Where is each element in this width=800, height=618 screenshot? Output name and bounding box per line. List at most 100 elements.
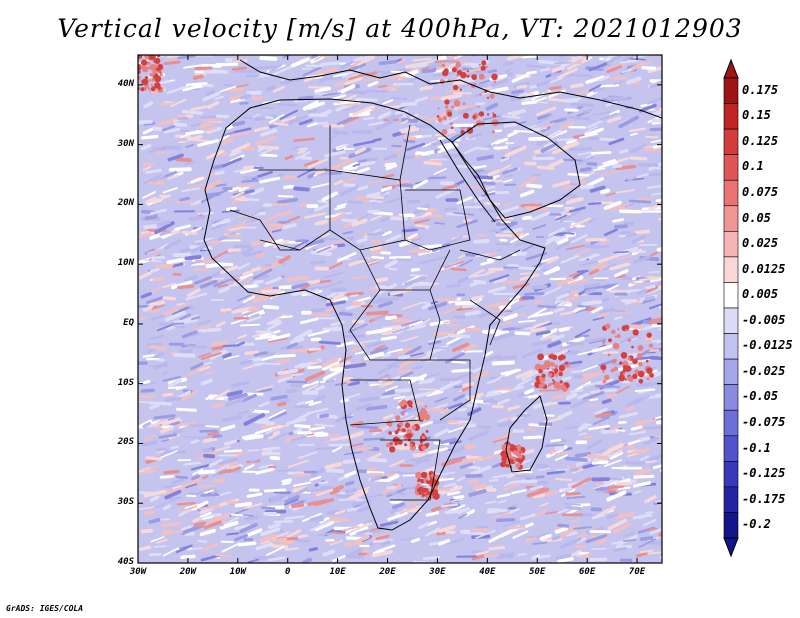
field-streak: [177, 141, 187, 144]
field-streak: [606, 442, 624, 454]
field-streak: [286, 275, 309, 282]
field-streak: [151, 255, 166, 260]
field-hotspot: [466, 74, 470, 78]
field-streak: [612, 218, 625, 223]
y-axis-ticks: [138, 84, 662, 564]
field-streak: [464, 253, 480, 257]
field-streak: [510, 89, 524, 95]
field-streak: [536, 165, 555, 170]
field-hotspot: [478, 63, 482, 66]
field-streak: [315, 488, 334, 497]
field-streak: [233, 127, 252, 134]
colorbar-swatch: [723, 333, 739, 360]
field-streak: [138, 469, 157, 475]
field-streak: [253, 362, 264, 367]
field-streak: [499, 205, 519, 215]
field-streak: [410, 537, 421, 543]
field-streak: [169, 351, 180, 355]
field-streak: [560, 311, 573, 316]
x-tick-label: 40E: [479, 567, 496, 577]
field-streak: [243, 413, 266, 426]
field-streak: [145, 168, 162, 174]
field-streak: [149, 495, 160, 502]
field-streak: [160, 450, 178, 459]
field-streak: [660, 488, 662, 492]
field-streak: [613, 385, 631, 396]
field-streak: [548, 89, 566, 99]
field-hotspot: [649, 373, 654, 378]
country-borders: [229, 124, 521, 501]
field-streak: [321, 357, 340, 368]
field-streak: [170, 302, 190, 311]
field-streak: [581, 372, 600, 382]
field-streak: [224, 131, 235, 137]
field-streak: [346, 377, 361, 385]
field-hotspot: [552, 368, 555, 371]
field-streak: [636, 172, 650, 179]
x-tick-label: 10W: [229, 567, 246, 577]
field-streak: [247, 558, 259, 563]
field-streak: [177, 284, 195, 290]
field-streak: [258, 417, 270, 423]
field-streak: [452, 394, 466, 402]
colorbar-label: -0.075: [742, 415, 786, 429]
colorbar-swatch: [723, 154, 739, 181]
field-streak: [590, 245, 610, 249]
field-streak: [376, 283, 397, 295]
field-streak: [603, 200, 622, 211]
field-streak: [314, 423, 335, 428]
field-streak: [649, 355, 662, 360]
field-streak: [194, 71, 207, 76]
colorbar-label: 0.05: [742, 210, 771, 225]
field-streak: [279, 109, 298, 120]
field-streak: [305, 279, 321, 285]
field-streak: [140, 528, 154, 534]
field-streak: [142, 354, 155, 358]
field-hotspot: [418, 492, 422, 495]
field-streak: [252, 113, 261, 118]
field-streak: [143, 510, 155, 516]
field-streak: [232, 244, 252, 249]
field-streak: [436, 55, 447, 61]
field-streak: [278, 399, 290, 403]
field-streak: [173, 200, 195, 204]
field-streak: [342, 103, 358, 112]
field-streak: [452, 342, 470, 352]
field-streak: [582, 435, 594, 439]
field-streak: [367, 80, 379, 88]
field-streak: [254, 334, 277, 341]
field-streak: [557, 523, 570, 528]
field-streak: [495, 387, 515, 391]
field-streak: [181, 109, 203, 115]
field-streak: [341, 67, 361, 79]
y-tick-label: 40N: [117, 78, 134, 89]
field-hotspot: [646, 377, 650, 381]
field-hotspot: [516, 444, 522, 450]
field-streak: [173, 224, 191, 231]
field-streak: [491, 360, 515, 366]
field-streak: [488, 545, 506, 551]
field-streak: [162, 262, 174, 268]
field-streak: [615, 252, 629, 257]
field-streak: [172, 273, 183, 276]
field-hotspot: [138, 65, 142, 71]
field-streak: [189, 423, 205, 427]
field-streak: [459, 462, 474, 469]
field-streak: [243, 284, 258, 289]
field-streak: [330, 287, 347, 293]
field-streak: [198, 504, 220, 511]
field-streak: [384, 259, 398, 269]
field-streak: [187, 491, 206, 497]
field-hotspot: [428, 484, 431, 487]
field-streak: [172, 484, 183, 490]
field-hotspot: [546, 367, 549, 370]
field-streak: [332, 554, 346, 563]
field-streak: [468, 430, 490, 441]
field-streak: [297, 451, 318, 460]
field-streak: [336, 252, 357, 263]
field-streak: [370, 245, 382, 252]
field-streak: [412, 179, 428, 189]
field-streak: [243, 514, 254, 517]
field-streak: [532, 402, 544, 409]
field-streak: [190, 123, 202, 127]
